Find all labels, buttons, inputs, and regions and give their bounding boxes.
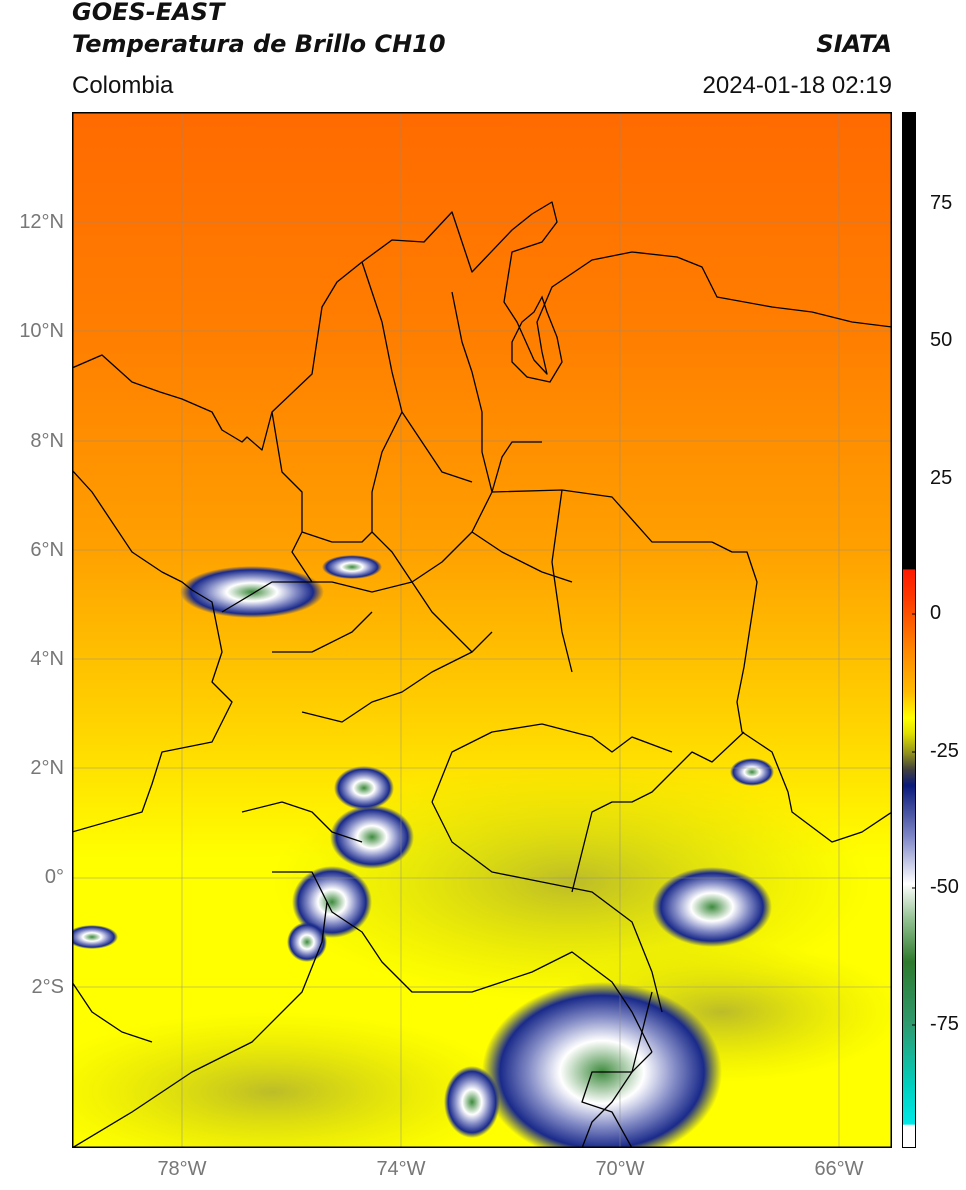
cloud-cluster — [292, 866, 372, 938]
brightness-temperature-map — [72, 112, 892, 1148]
colorbar-border — [902, 112, 916, 1148]
cloud-cluster — [730, 758, 774, 786]
colorbar — [902, 112, 916, 1148]
colorbar-tick-label: 25 — [930, 467, 953, 489]
lat-tick-label: 6°N — [30, 539, 64, 561]
colorbar-tick-label: 75 — [930, 192, 953, 214]
lake-maracaibo — [511, 295, 563, 383]
lat-tick-label: 12°N — [19, 211, 64, 233]
colorbar-tick-label: -75 — [930, 1013, 959, 1035]
region-label: Colombia — [72, 72, 174, 99]
lat-tick-label: 10°N — [19, 320, 64, 342]
cloud-cluster — [482, 982, 722, 1148]
datetime-label: 2024-01-18 02:19 — [702, 72, 893, 99]
lat-tick-label: 2°S — [31, 976, 64, 998]
gridlines — [72, 112, 892, 1148]
lat-tick-label: 0° — [44, 866, 64, 888]
lat-tick-label: 8°N — [30, 430, 64, 452]
cloud-cluster — [287, 922, 327, 962]
lon-tick-label: 66°W — [814, 1158, 864, 1180]
colorbar-tick-label: 50 — [930, 329, 953, 351]
cloud-cluster — [322, 555, 382, 579]
cloud-cluster — [444, 1066, 500, 1138]
lat-tick-label: 2°N — [30, 757, 64, 779]
cloud-cluster — [334, 766, 394, 810]
lon-tick-label: 78°W — [157, 1158, 207, 1180]
cloud-cluster — [652, 867, 772, 947]
product-title: Temperatura de Brillo CH10 — [72, 30, 446, 58]
colorbar-ticks — [912, 203, 916, 1026]
satellite-title: GOES-EAST — [72, 0, 225, 26]
lon-tick-label: 74°W — [376, 1158, 426, 1180]
colorbar-tick-label: 0 — [930, 602, 942, 624]
coastline-and-borders — [72, 201, 892, 1148]
colorbar-tick-label: -25 — [930, 740, 959, 762]
lon-tick-label: 70°W — [595, 1158, 645, 1180]
colorbar-tick-label: -50 — [930, 876, 959, 898]
map-frame-border — [72, 112, 892, 1148]
lat-tick-label: 4°N — [30, 648, 64, 670]
cloud-cluster — [72, 925, 118, 949]
cloud-cluster — [180, 566, 324, 618]
cloud-cluster — [330, 805, 414, 869]
organization-label: SIATA — [816, 30, 892, 58]
colorbar-fill — [902, 112, 916, 1148]
